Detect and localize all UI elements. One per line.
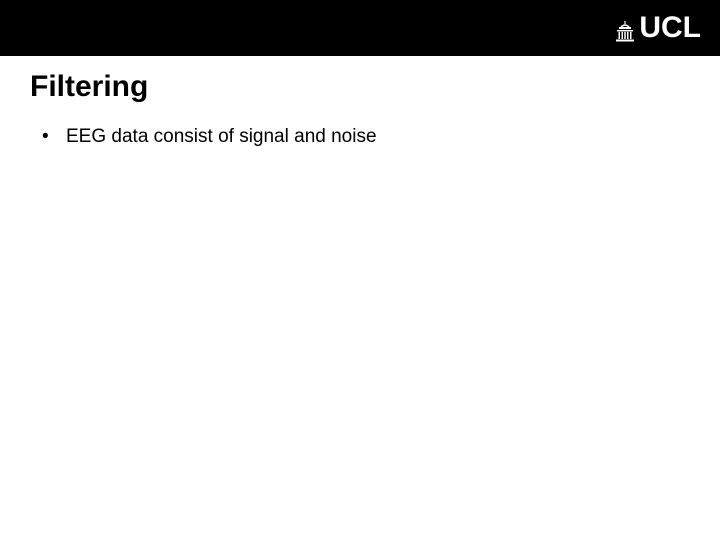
logo-letter-u: U [639, 13, 660, 43]
header-bar: U C L [0, 0, 720, 56]
bullet-item: EEG data consist of signal and noise [42, 124, 690, 151]
logo-letter-l: L [683, 13, 700, 43]
ucl-logo: U C L [615, 13, 700, 43]
logo-letter-c: C [661, 13, 682, 43]
slide-title: Filtering [0, 56, 720, 118]
ucl-dome-icon [615, 21, 635, 43]
bullet-list: EEG data consist of signal and noise [0, 118, 720, 151]
ucl-logo-text: U C L [639, 13, 700, 43]
